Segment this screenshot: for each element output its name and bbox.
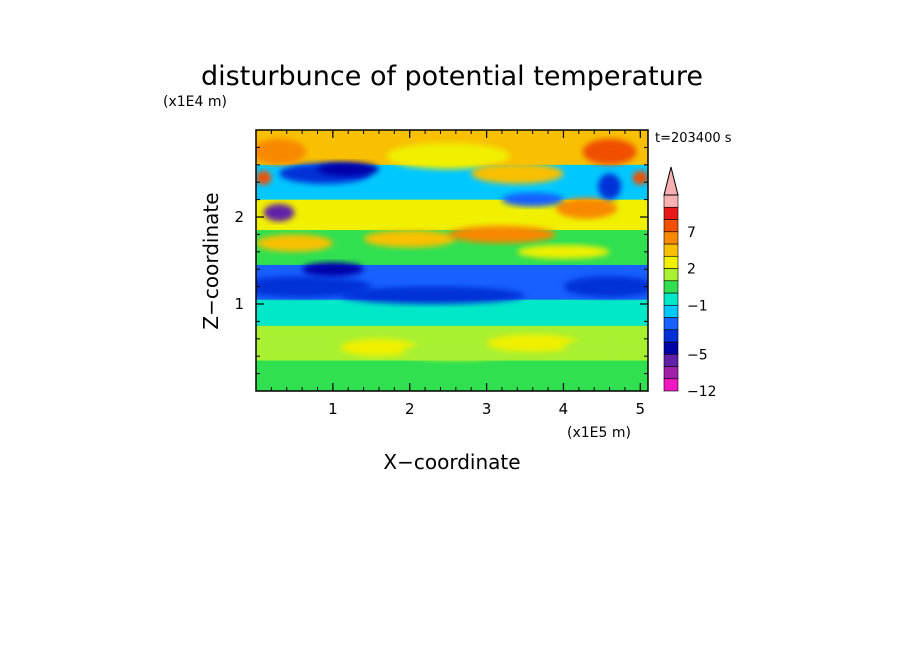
x-unit-label: (x1E5 m) [567,425,631,441]
x-tick-label: 2 [405,400,415,418]
field-blob [256,138,306,165]
field-blob [340,338,418,357]
colorbar-segment [663,219,679,233]
chart-title: disturbunce of potential temperature [201,61,703,92]
x-tick-label: 5 [636,400,646,418]
field-blob [256,170,272,185]
field-blob [256,332,333,354]
field-blob [256,276,372,298]
colorbar-extend-arrow [663,166,679,196]
field-blob [563,276,648,298]
colorbar-segment [663,341,679,355]
x-tick-label: 1 [328,400,338,418]
field-band [256,360,648,391]
colorbar-segment [663,243,679,257]
colorbar-segment [663,255,679,269]
field-blob [263,203,295,222]
field-blob [563,338,641,357]
colorbar-segment [663,268,679,282]
field-band [256,299,648,326]
field-blob [517,244,610,259]
colorbar-segment [663,366,679,380]
field-blob [555,197,618,219]
colorbar-tick-label: 7 [687,225,696,241]
colorbar-segment [663,231,679,245]
colorbar-segment [663,378,679,392]
colorbar-segment [663,304,679,318]
colorbar-segment [663,353,679,367]
plot-frame [255,129,649,392]
field-blob [402,343,510,361]
y-tick-label: 2 [234,208,244,226]
colorbar-tick-label: −5 [687,347,708,363]
x-tick-label: 3 [482,400,492,418]
field-blob [340,286,526,304]
axes: 1 2 3 4 5 1 2 [234,130,648,418]
field-blob [501,192,564,207]
colorbar: −12−5−127 [663,166,717,400]
field-blob [598,173,622,200]
x-axis-label: X−coordinate [383,450,520,474]
y-axis-label: Z−coordinate [199,192,223,329]
time-label: t=203400 s [655,131,732,146]
field-blob [363,230,456,248]
colorbar-segment [663,329,679,343]
field-blob [256,234,333,252]
colorbar-tick-label: −1 [687,298,708,314]
colorbar-segment [663,292,679,306]
y-unit-label: (x1E4 m) [163,94,227,110]
colorbar-tick-label: 2 [687,262,696,278]
x-tick-label: 4 [559,400,569,418]
field-blob [471,163,564,184]
y-tick-label: 1 [234,295,244,313]
colorbar-segment [663,280,679,294]
field-blob [302,262,364,277]
field-blob [448,225,556,244]
field-blob [632,170,648,185]
field-blob [582,138,637,165]
field-blob [486,334,579,352]
colorbar-segment [663,194,679,208]
colorbar-segment [663,206,679,220]
colorbar-segment [663,317,679,331]
field-blob [317,162,379,177]
colorbar-tick-label: −12 [687,384,717,400]
contour-field [256,130,648,391]
field-blob [386,143,510,170]
